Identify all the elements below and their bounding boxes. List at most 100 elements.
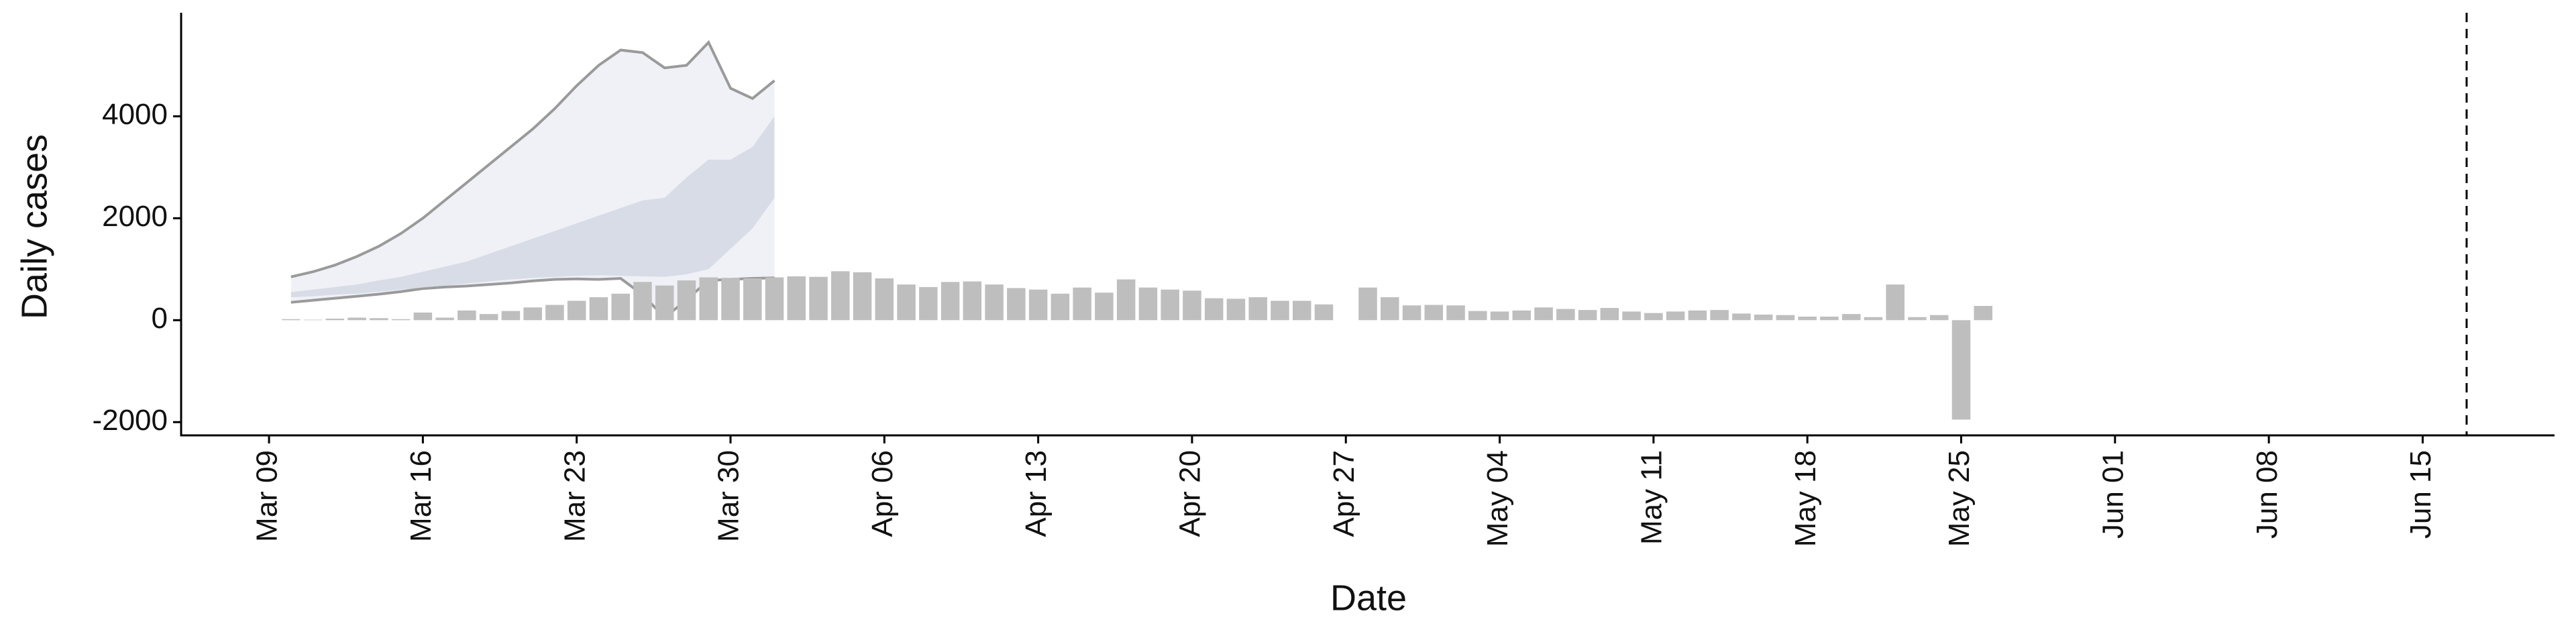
bar: [1073, 287, 1091, 321]
bar: [1204, 298, 1224, 321]
x-tick-label: May 11: [1635, 450, 1668, 545]
bar: [633, 282, 652, 321]
bar: [963, 281, 982, 321]
bar: [1841, 314, 1861, 321]
bar: [1929, 315, 1949, 321]
bar: [1226, 299, 1246, 321]
bar: [831, 271, 850, 321]
x-tick-label: Jun 01: [2096, 450, 2129, 539]
x-tick-label: May 18: [1789, 450, 1822, 547]
x-tick-label: Mar 23: [558, 450, 591, 542]
bar: [1028, 289, 1048, 321]
x-tick-label: May 25: [1943, 450, 1976, 547]
bar: [282, 319, 301, 321]
bar: [919, 286, 938, 321]
bar: [501, 311, 521, 321]
y-tick-label: 2000: [102, 200, 168, 233]
x-tick-label: Apr 20: [1174, 450, 1207, 537]
bar: [1534, 307, 1553, 321]
bar: [1248, 297, 1267, 321]
bar: [1402, 305, 1421, 321]
bar: [1886, 284, 1904, 321]
bar: [699, 277, 718, 321]
bar: [1951, 320, 1971, 420]
bar: [1754, 314, 1773, 321]
bar: [1622, 311, 1641, 321]
x-tick-label: Apr 13: [1020, 450, 1053, 537]
bar: [677, 280, 696, 321]
bar: [1864, 317, 1883, 321]
bar: [1776, 315, 1795, 321]
y-tick-label: 4000: [102, 98, 168, 131]
bar: [721, 278, 740, 321]
bar: [853, 272, 872, 321]
bar: [897, 284, 916, 321]
x-tick-label: Apr 06: [866, 450, 899, 537]
bar: [545, 305, 564, 321]
bar: [479, 314, 498, 321]
bar: [1578, 310, 1597, 321]
bar: [1446, 305, 1465, 321]
bar: [1556, 309, 1575, 321]
bar: [1798, 316, 1817, 321]
bar: [1424, 305, 1444, 321]
bar: [458, 310, 476, 321]
bar: [1732, 313, 1751, 321]
bar: [1271, 301, 1289, 321]
bar: [1600, 308, 1619, 321]
bar: [1007, 288, 1026, 321]
bar: [347, 317, 366, 321]
bar: [523, 307, 542, 321]
bar: [809, 276, 828, 321]
x-axis-title: Date: [1330, 578, 1407, 618]
y-tick-label: 0: [152, 302, 168, 335]
bar: [1666, 311, 1685, 321]
x-tick-label: Jun 08: [2251, 450, 2284, 539]
y-tick-label: -2000: [92, 404, 168, 437]
bar: [787, 276, 806, 321]
bar: [567, 301, 586, 321]
bar: [1490, 311, 1509, 321]
bar: [435, 317, 454, 321]
bar: [1820, 316, 1839, 321]
bar: [370, 318, 388, 321]
bar: [941, 282, 960, 321]
bar: [985, 284, 1004, 321]
bar: [391, 319, 411, 321]
bar: [1468, 311, 1487, 321]
bar: [1688, 310, 1707, 321]
x-tick-label: May 04: [1481, 450, 1514, 547]
bar: [589, 297, 608, 321]
bar: [765, 277, 784, 321]
bar: [1314, 304, 1334, 321]
forecast-band: [290, 116, 775, 298]
bar: [1512, 310, 1532, 321]
bar: [611, 293, 630, 321]
bar: [1138, 287, 1158, 321]
bar: [1908, 317, 1927, 321]
x-tick-label: Apr 27: [1328, 450, 1360, 537]
bar: [1051, 293, 1070, 321]
bar: [1116, 279, 1136, 321]
bar: [413, 312, 433, 321]
x-tick-label: Mar 09: [251, 450, 284, 542]
bar: [303, 319, 323, 321]
bar: [1292, 301, 1311, 321]
x-tick-label: Mar 30: [712, 450, 745, 542]
bar: [1381, 297, 1399, 321]
bar: [1974, 306, 1993, 321]
bar: [1095, 292, 1114, 321]
bar: [1644, 313, 1663, 321]
x-tick-label: Mar 16: [405, 450, 437, 542]
y-axis-title: Daily cases: [14, 134, 54, 319]
bar: [743, 278, 762, 321]
bar: [1183, 290, 1201, 321]
bar: [1710, 310, 1729, 321]
x-tick-label: Jun 15: [2404, 450, 2437, 539]
bar: [325, 319, 345, 321]
bar: [875, 278, 894, 321]
bar: [655, 285, 674, 321]
bar: [1358, 287, 1377, 321]
bar: [1161, 289, 1179, 321]
